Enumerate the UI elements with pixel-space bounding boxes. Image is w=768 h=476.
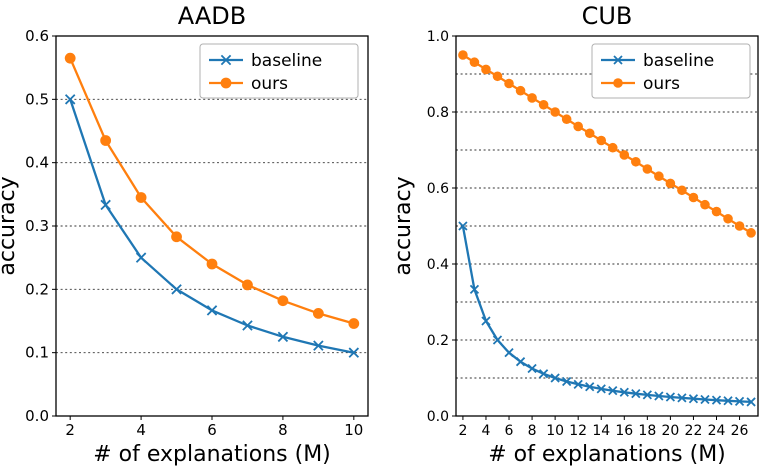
legend-label-ours: ours bbox=[251, 74, 288, 94]
x-tick-label: 2 bbox=[458, 423, 467, 439]
legend-label-baseline: baseline bbox=[251, 51, 322, 71]
ticks: 2 4 6 8 10 12 14 16 18 20 22 24 260.00.20.40.60.81.0 bbox=[427, 29, 749, 439]
plot-border bbox=[455, 35, 759, 417]
y-tick-label: 0.0 bbox=[25, 407, 49, 425]
x-axis-label: # of explanations (M) bbox=[488, 442, 726, 467]
x-tick-label: 18 bbox=[638, 423, 656, 439]
y-tick-label: 0.4 bbox=[25, 154, 49, 172]
x-tick-label: 20 bbox=[661, 423, 679, 439]
legend: baseline ours bbox=[591, 43, 751, 99]
y-tick-label: 0.2 bbox=[427, 333, 449, 349]
x-axis-label: # of explanations (M) bbox=[93, 442, 331, 467]
chart-title: CUB bbox=[582, 2, 633, 30]
ticks: 2 4 6 8 10 0.0 0.1 0.2 0.3 0.4 0.5 0.6 bbox=[25, 27, 363, 439]
x-tick-label: 4 bbox=[136, 421, 146, 439]
y-tick-label: 0.6 bbox=[427, 181, 449, 197]
x-tick-label: 6 bbox=[505, 423, 514, 439]
y-tick-label: 0.4 bbox=[427, 257, 449, 273]
series-baseline bbox=[64, 94, 360, 358]
gridlines bbox=[56, 98, 368, 354]
y-tick-label: 0.5 bbox=[25, 90, 49, 108]
x-tick-label: 10 bbox=[344, 421, 363, 439]
y-tick-label: 0.6 bbox=[25, 27, 49, 45]
y-tick-label: 0.2 bbox=[25, 280, 49, 298]
y-axis-label: accuracy bbox=[0, 176, 20, 275]
x-tick-label: 22 bbox=[685, 423, 703, 439]
y-tick-label: 0.3 bbox=[25, 217, 49, 235]
legend-label-ours: ours bbox=[643, 74, 680, 94]
series-baseline bbox=[458, 221, 756, 407]
chart-aadb: 2 4 6 8 10 0.0 0.1 0.2 0.3 0.4 0.5 0.6 AADB # of expl… bbox=[0, 2, 369, 467]
x-tick-label: 10 bbox=[546, 423, 564, 439]
legend-label-baseline: baseline bbox=[643, 51, 714, 71]
x-tick-label: 2 bbox=[65, 421, 75, 439]
x-tick-label: 16 bbox=[615, 423, 633, 439]
x-tick-label: 12 bbox=[569, 423, 587, 439]
x-tick-label: 24 bbox=[708, 423, 726, 439]
series-ours bbox=[458, 50, 756, 238]
x-tick-label: 8 bbox=[278, 421, 288, 439]
x-tick-label: 4 bbox=[482, 423, 491, 439]
legend: baseline ours bbox=[199, 43, 359, 99]
y-tick-label: 1.0 bbox=[427, 29, 449, 45]
series-ours bbox=[64, 52, 360, 329]
y-axis-label: accuracy bbox=[391, 176, 416, 275]
chart-cub: 2 4 6 8 10 12 14 16 18 20 22 24 260.00.20.40.60.81.0… bbox=[391, 2, 759, 467]
chart-title: AADB bbox=[178, 2, 246, 30]
y-tick-label: 0.0 bbox=[427, 409, 449, 425]
x-tick-label: 6 bbox=[207, 421, 217, 439]
x-tick-label: 26 bbox=[731, 423, 749, 439]
y-tick-label: 0.1 bbox=[25, 344, 49, 362]
x-tick-label: 8 bbox=[528, 423, 537, 439]
x-tick-label: 14 bbox=[592, 423, 610, 439]
gridlines bbox=[456, 73, 758, 379]
y-tick-label: 0.8 bbox=[427, 105, 449, 121]
